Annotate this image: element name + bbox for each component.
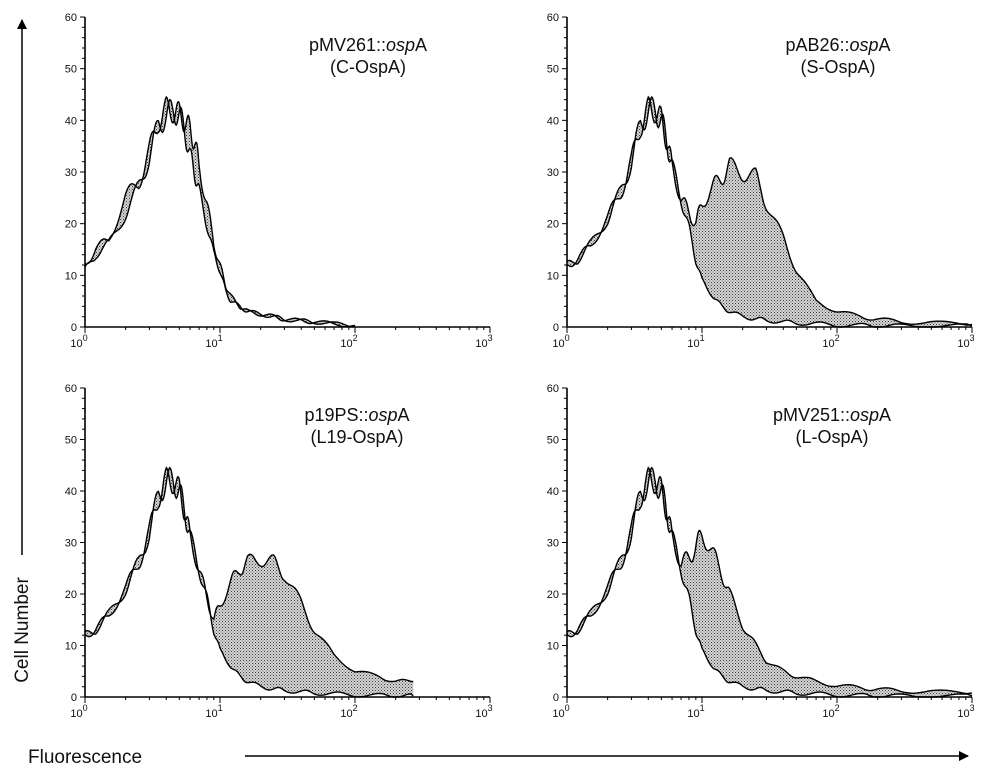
y-tick-label: 0 xyxy=(553,322,559,334)
y-tick-label: 30 xyxy=(547,167,559,179)
x-tick-label: 103 xyxy=(957,333,974,350)
y-tick-label: 0 xyxy=(553,692,559,704)
x-tick-label: 103 xyxy=(957,703,974,720)
shaded-shift-region xyxy=(85,468,413,697)
sample-histogram-line xyxy=(567,468,972,694)
x-tick-label: 100 xyxy=(70,703,87,720)
y-tick-label: 10 xyxy=(65,641,77,653)
y-tick-label: 0 xyxy=(71,692,77,704)
x-tick-label: 101 xyxy=(687,703,704,720)
y-tick-label: 30 xyxy=(65,167,77,179)
x-axis-title: Fluorescence xyxy=(28,747,142,768)
x-tick-label: 103 xyxy=(475,703,492,720)
x-tick-label: 102 xyxy=(822,703,839,720)
y-tick-label: 10 xyxy=(65,270,77,282)
y-tick-label: 60 xyxy=(547,12,559,24)
y-tick-label: 60 xyxy=(547,383,559,395)
x-tick-label: 101 xyxy=(687,333,704,350)
y-tick-label: 10 xyxy=(547,641,559,653)
y-tick-label: 10 xyxy=(547,270,559,282)
y-tick-label: 20 xyxy=(547,219,559,231)
y-tick-label: 50 xyxy=(65,435,77,447)
panel-subtitle: (L19-OspA) xyxy=(310,427,403,447)
x-tick-label: 101 xyxy=(205,333,222,350)
control-histogram-line xyxy=(567,468,972,697)
y-tick-label: 20 xyxy=(65,589,77,601)
y-tick-label: 50 xyxy=(547,64,559,76)
panel-title: p19PS::ospA xyxy=(304,405,409,425)
x-tick-label: 100 xyxy=(70,333,87,350)
y-axis-arrow-group: Cell Number xyxy=(12,20,33,683)
x-tick-label: 100 xyxy=(552,703,569,720)
y-tick-label: 50 xyxy=(547,435,559,447)
y-tick-label: 60 xyxy=(65,12,77,24)
x-tick-label: 101 xyxy=(205,703,222,720)
panel-subtitle: (L-OspA) xyxy=(795,427,868,447)
y-tick-label: 40 xyxy=(547,486,559,498)
y-tick-label: 60 xyxy=(65,383,77,395)
y-tick-label: 40 xyxy=(65,486,77,498)
shaded-shift-region xyxy=(85,97,355,327)
shaded-shift-region xyxy=(567,97,972,327)
panel-title: pMV261::ospA xyxy=(309,35,427,55)
panel-subtitle: (S-OspA) xyxy=(800,57,875,77)
panel-subtitle: (C-OspA) xyxy=(330,57,406,77)
y-axis-title: Cell Number xyxy=(12,577,33,683)
y-tick-label: 0 xyxy=(71,322,77,334)
y-tick-label: 30 xyxy=(65,538,77,550)
y-tick-label: 20 xyxy=(547,589,559,601)
y-tick-label: 40 xyxy=(547,115,559,127)
y-tick-label: 40 xyxy=(65,115,77,127)
x-tick-label: 102 xyxy=(340,333,357,350)
y-tick-label: 20 xyxy=(65,219,77,231)
x-tick-label: 100 xyxy=(552,333,569,350)
panel-title: pAB26::ospA xyxy=(785,35,890,55)
x-tick-label: 102 xyxy=(822,333,839,350)
y-tick-label: 30 xyxy=(547,538,559,550)
x-tick-label: 103 xyxy=(475,333,492,350)
x-axis-arrow-group: Fluorescence xyxy=(28,747,968,768)
shaded-shift-region xyxy=(567,468,972,697)
x-tick-label: 102 xyxy=(340,703,357,720)
y-tick-label: 50 xyxy=(65,64,77,76)
panel-title: pMV251::ospA xyxy=(773,405,891,425)
